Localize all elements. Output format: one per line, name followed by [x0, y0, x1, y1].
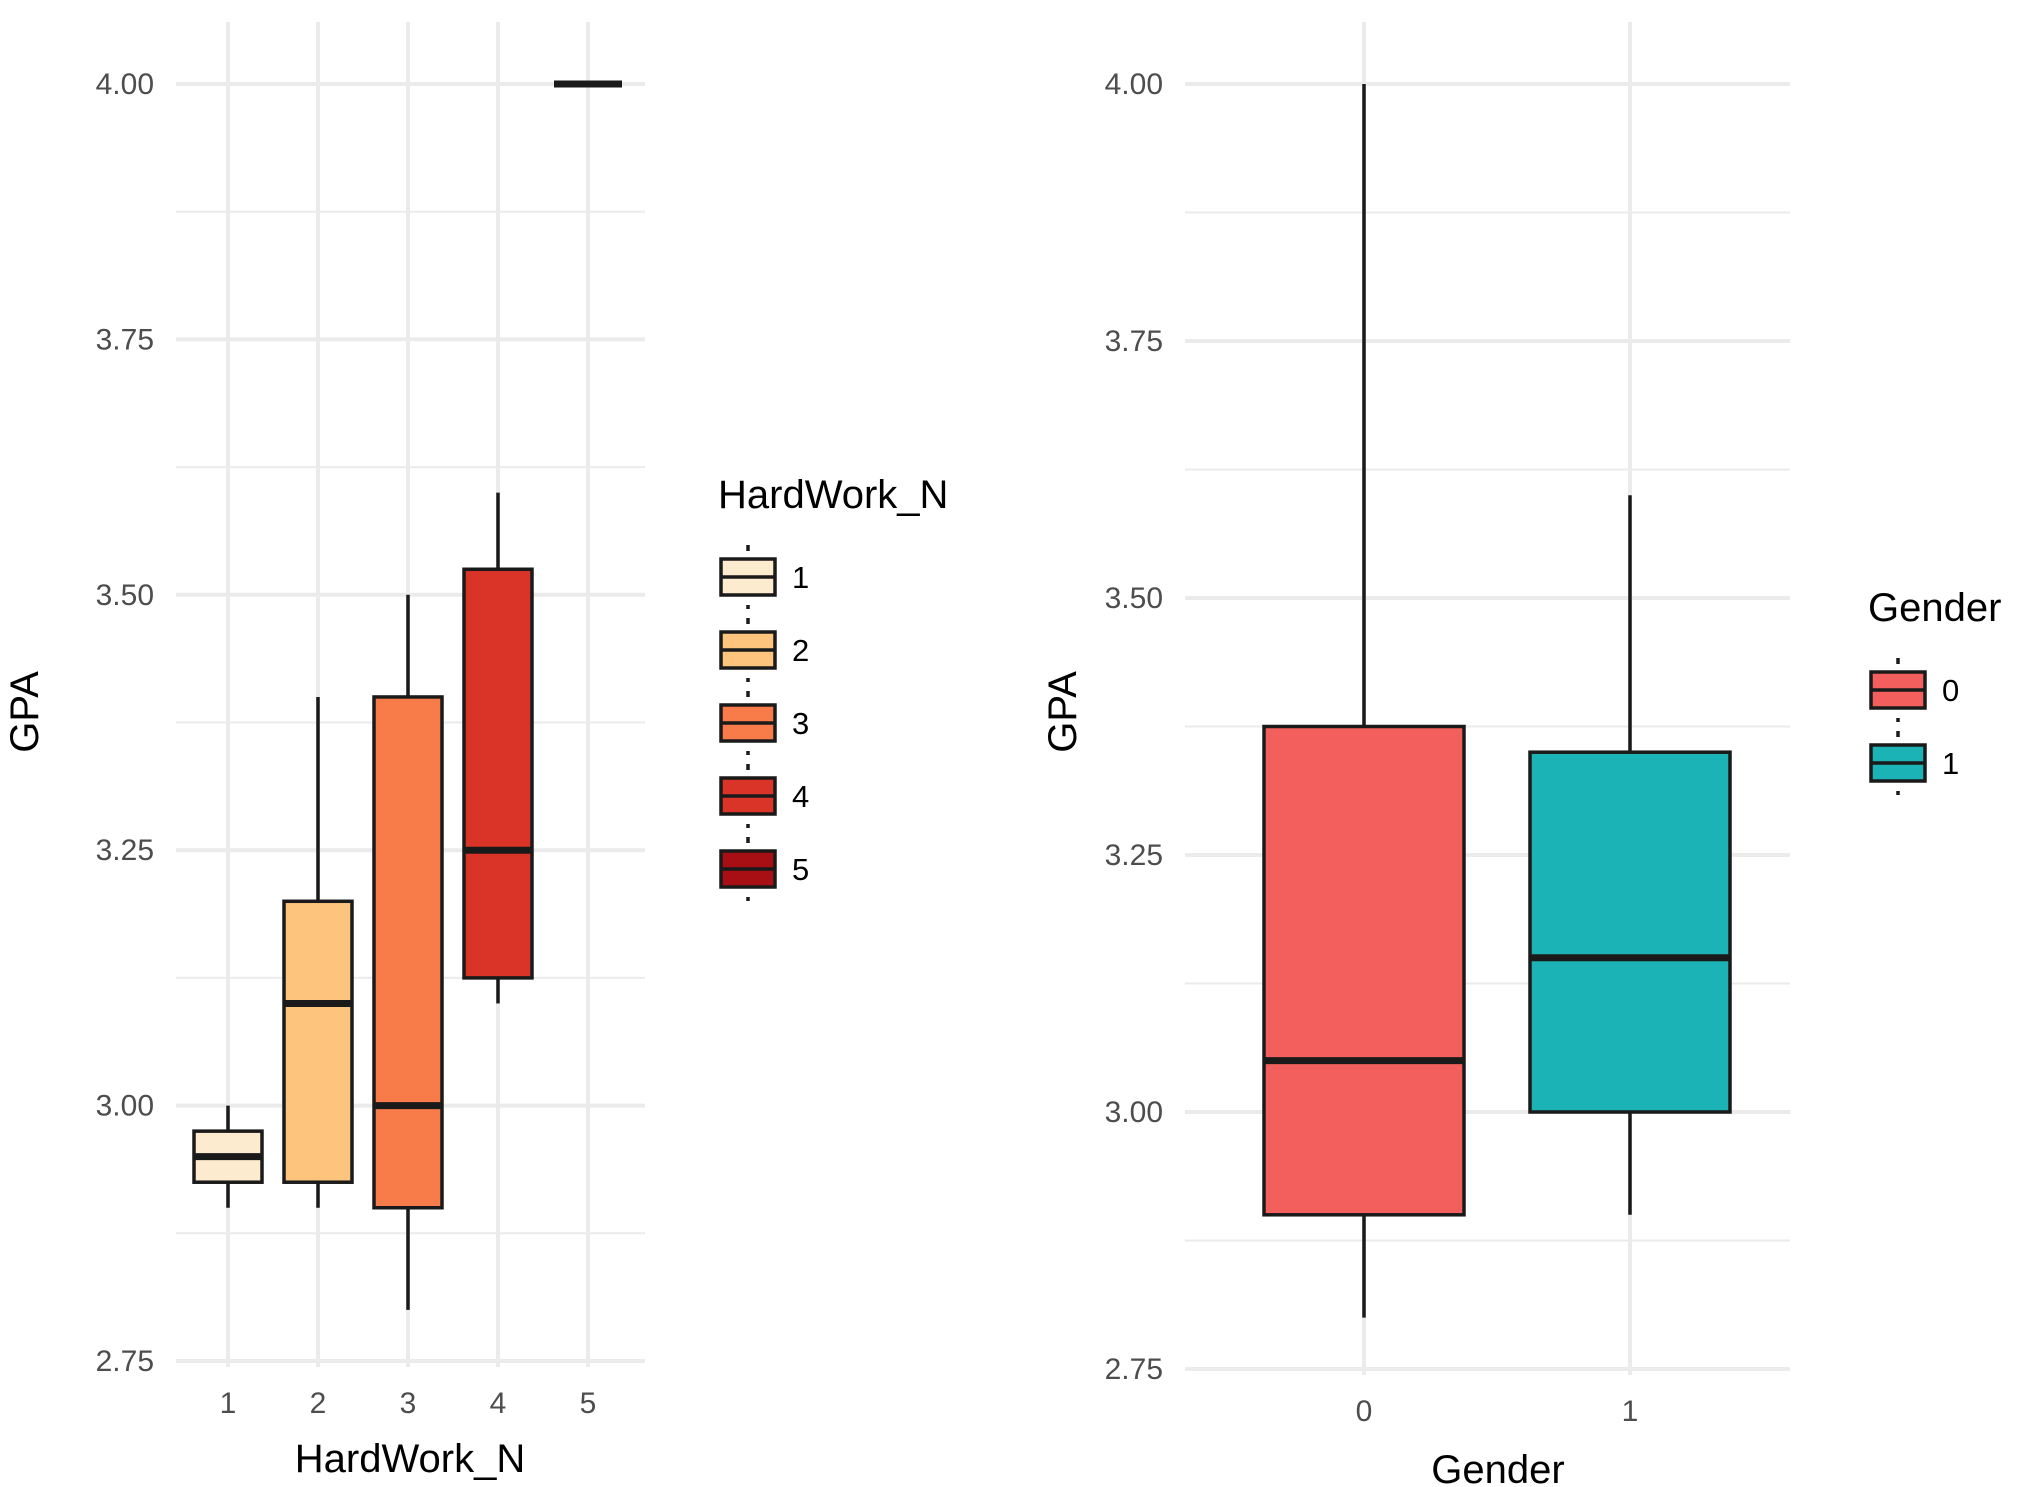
x-tick-label: 1: [220, 1387, 237, 1420]
legend-title: Gender: [1868, 586, 2001, 630]
legend-2: Gender 0 1: [1868, 586, 2001, 795]
x-tick-label: 1: [1622, 1395, 1639, 1428]
legend-label: 5: [792, 852, 809, 887]
box-1: [192, 1105, 264, 1208]
legend-label: 3: [792, 706, 809, 741]
x-tick-label: 0: [1356, 1395, 1373, 1428]
legend-title: HardWork_N: [718, 473, 948, 517]
box-2: [282, 696, 354, 1208]
legend-label: 0: [1942, 673, 1959, 708]
y-tick-label: 3.50: [96, 579, 154, 612]
y-axis-title: GPA: [3, 671, 47, 753]
legend-label: 4: [792, 779, 809, 814]
x-tick-label: 2: [310, 1387, 327, 1420]
legend-key-1: [1869, 731, 1927, 795]
y-tick-label: 3.00: [1105, 1096, 1163, 1129]
x-tick-label: 5: [580, 1387, 597, 1420]
legend-label: 1: [1942, 746, 1959, 781]
legend-key-2: [719, 618, 777, 682]
legend-key-0: [1869, 658, 1927, 722]
x-tick-label: 4: [490, 1387, 507, 1420]
legend-label: 2: [792, 633, 809, 668]
box-body: [462, 567, 534, 980]
legend-1: HardWork_N 1 2 3 4 5: [718, 473, 948, 901]
legend-key-4: [719, 764, 777, 828]
box-1: [1528, 495, 1732, 1215]
y-tick-label: 3.75: [96, 323, 154, 356]
x-axis-title: Gender: [1431, 1448, 1564, 1487]
box-body: [1528, 750, 1732, 1114]
box-0: [1262, 84, 1466, 1318]
legend-key-3: [719, 691, 777, 755]
box-body: [282, 899, 354, 1184]
y-tick-label: 3.75: [1105, 325, 1163, 358]
box-4: [462, 492, 534, 1004]
legend-key-5: [719, 837, 777, 901]
plot-1: 2.75 3.00 3.25 3.50 3.75 4.00 1 2 3 4 5 HardWork_N G…: [3, 22, 948, 1481]
x-tick-label: 3: [400, 1387, 417, 1420]
legend-label: 1: [792, 560, 809, 595]
box-body: [372, 695, 444, 1210]
box-body: [1262, 724, 1466, 1217]
x-axis-title: HardWork_N: [295, 1437, 525, 1481]
legend-key-1: [719, 545, 777, 609]
y-tick-label: 2.75: [1105, 1353, 1163, 1386]
plot-2: 2.75 3.00 3.25 3.50 3.75 4.00 0 1 Gender GPA Gende…: [1041, 22, 2001, 1487]
y-tick-label: 3.25: [1105, 839, 1163, 872]
y-tick-label: 4.00: [1105, 68, 1163, 101]
y-tick-label: 3.00: [96, 1090, 154, 1123]
y-tick-label: 4.00: [96, 68, 154, 101]
y-tick-label: 2.75: [96, 1345, 154, 1378]
y-tick-label: 3.25: [96, 834, 154, 867]
box-3: [372, 594, 444, 1310]
y-axis-title: GPA: [1041, 671, 1085, 753]
y-tick-label: 3.50: [1105, 582, 1163, 615]
